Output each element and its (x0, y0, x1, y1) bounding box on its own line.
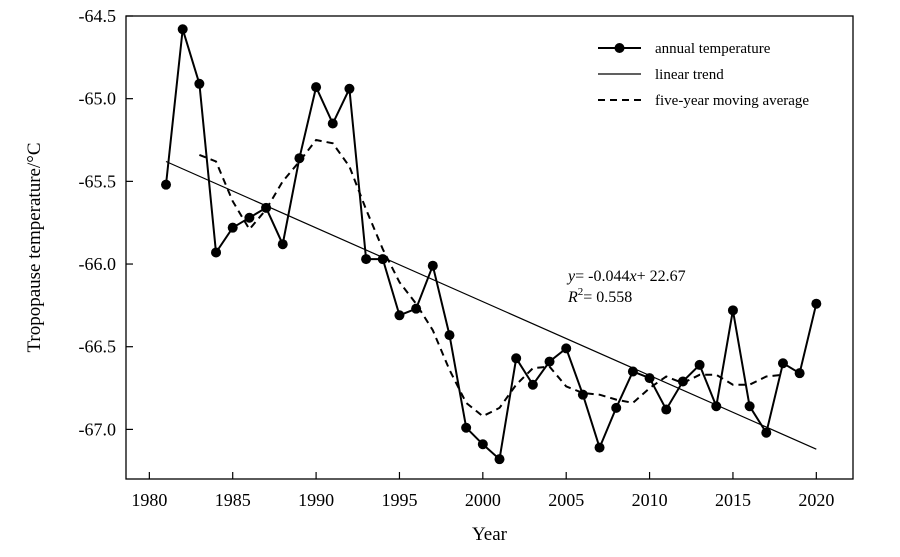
data-point (361, 254, 372, 265)
x-tick-label: 2005 (548, 490, 584, 510)
legend-label-0: annual temperature (655, 41, 771, 57)
y-tick-label: -65.5 (79, 171, 117, 191)
y-axis-title: Tropopause temperature/°C (24, 142, 45, 352)
regression-annotation: y= -0.044x+ 22.67 R2= 0.558 (566, 268, 686, 306)
data-point (561, 343, 572, 354)
legend-label-2: five-year moving average (655, 93, 809, 109)
data-point (694, 359, 705, 370)
data-point (461, 422, 472, 433)
legend: annual temperature linear trend five-year … (598, 41, 809, 109)
data-point (427, 260, 438, 271)
y-tick-label: -64.5 (79, 6, 117, 26)
equation-x: x (628, 268, 636, 285)
data-point (244, 212, 255, 223)
data-point (611, 402, 622, 413)
r2-value: = 0.558 (583, 289, 632, 306)
x-tick-label: 2010 (632, 490, 668, 510)
data-point (777, 358, 788, 369)
data-point (227, 222, 238, 233)
r2-sup: 2 (578, 286, 584, 298)
data-point (344, 83, 355, 94)
data-point (477, 439, 488, 450)
data-point (727, 305, 738, 316)
axis-ticks: 1980 1985 1990 1995 2000 2005 2010 2015 2020 -64.… (79, 6, 835, 510)
data-point (211, 247, 222, 258)
x-tick-label: 1990 (298, 490, 334, 510)
y-tick-label: -67.0 (79, 419, 117, 439)
data-point (294, 153, 305, 164)
series-layer (161, 24, 822, 465)
equation-rhs: = -0.044 (575, 268, 629, 285)
legend-label-1: linear trend (655, 67, 724, 83)
x-tick-label: 1980 (131, 490, 167, 510)
data-point (544, 356, 555, 367)
y-tick-label: -66.0 (79, 254, 117, 274)
y-tick-label: -65.0 (79, 89, 117, 109)
plot-frame (125, 15, 854, 480)
x-tick-label: 2020 (798, 490, 834, 510)
data-point (494, 454, 505, 465)
data-point (811, 298, 822, 309)
data-point (177, 24, 188, 35)
data-point (277, 239, 288, 250)
data-point (311, 82, 322, 93)
series-line-0 (165, 28, 818, 462)
y-tick-label: -66.5 (79, 337, 117, 357)
r-squared: R2= 0.558 (567, 286, 632, 306)
data-point (794, 368, 805, 379)
series-line-2 (199, 138, 784, 418)
x-tick-label: 2000 (465, 490, 501, 510)
data-point (644, 373, 655, 384)
regression-equation: y= -0.044x+ 22.67 (566, 268, 686, 285)
data-point (161, 179, 172, 190)
data-point (394, 310, 405, 321)
r2-label: R (567, 289, 578, 306)
data-point (411, 303, 422, 314)
equation-tail: + 22.67 (637, 268, 686, 285)
x-axis-title: Year (472, 524, 508, 545)
data-point (761, 427, 772, 438)
data-point (661, 404, 672, 415)
data-point (744, 401, 755, 412)
data-point (327, 118, 338, 129)
x-tick-label: 1985 (215, 490, 251, 510)
plot-area (125, 15, 854, 480)
data-point (444, 330, 455, 341)
data-point (594, 442, 605, 453)
data-point (194, 78, 205, 89)
x-tick-label: 1995 (381, 490, 417, 510)
equation-y: y (566, 268, 576, 285)
legend-marker (614, 43, 625, 53)
data-point (511, 353, 522, 364)
data-point (677, 376, 688, 387)
series-line-1 (165, 160, 817, 450)
data-point (527, 379, 538, 390)
x-tick-label: 2015 (715, 490, 751, 510)
